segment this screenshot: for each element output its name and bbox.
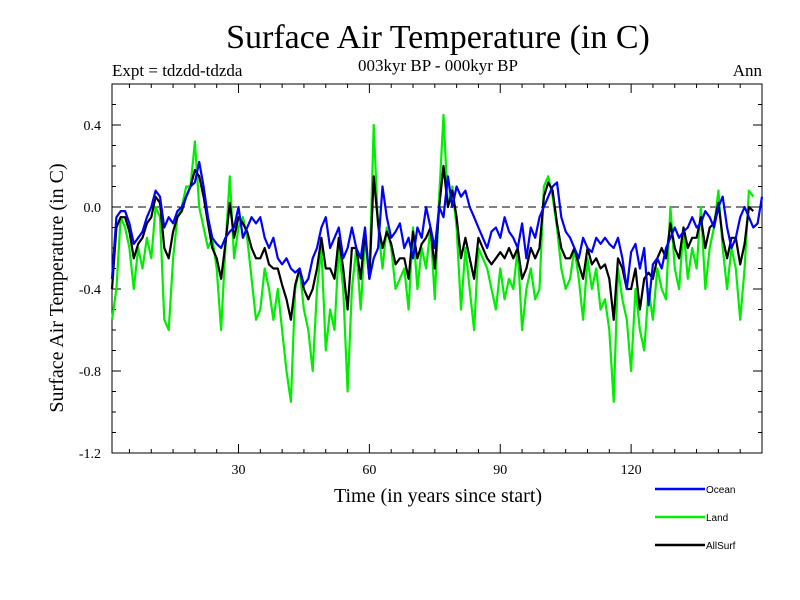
minor-ticks bbox=[112, 83, 762, 453]
series-line-ocean bbox=[110, 160, 764, 307]
y-axis-ticks: -1.2 -0.8 -0.4 0.0 0.4 bbox=[79, 119, 762, 462]
y-tick-label: 0.4 bbox=[84, 119, 102, 134]
x-axis-ticks: 30 60 90 120 bbox=[232, 84, 642, 478]
y-axis-label: Surface Air Temperature (in C) bbox=[46, 163, 68, 412]
x-tick-label: 120 bbox=[621, 463, 642, 478]
y-tick-label: -0.4 bbox=[79, 283, 101, 298]
legend-label-land: Land bbox=[706, 513, 728, 524]
plot-area: 30 60 90 120 -1.2 -0.8 -0.4 0.0 0.4 bbox=[79, 83, 764, 478]
x-tick-label: 30 bbox=[232, 463, 246, 478]
legend-label-ocean: Ocean bbox=[706, 485, 735, 496]
series-lines bbox=[110, 113, 764, 403]
legend-label-allsurf: AllSurf bbox=[706, 541, 736, 552]
y-tick-label: 0.0 bbox=[84, 201, 102, 216]
y-tick-label: -0.8 bbox=[79, 365, 101, 380]
chart-title: Surface Air Temperature (in C) bbox=[226, 19, 650, 56]
experiment-label: Expt = tdzdd-tdzda bbox=[112, 61, 243, 80]
y-tick-label: -1.2 bbox=[79, 447, 101, 462]
x-axis-label: Time (in years since start) bbox=[334, 485, 542, 507]
legend: Ocean Land AllSurf bbox=[655, 485, 736, 552]
x-tick-label: 60 bbox=[362, 463, 376, 478]
x-tick-label: 90 bbox=[493, 463, 507, 478]
series-line-land bbox=[110, 113, 755, 403]
period-label: 003kyr BP - 000kyr BP bbox=[358, 56, 518, 75]
season-label: Ann bbox=[733, 61, 763, 80]
